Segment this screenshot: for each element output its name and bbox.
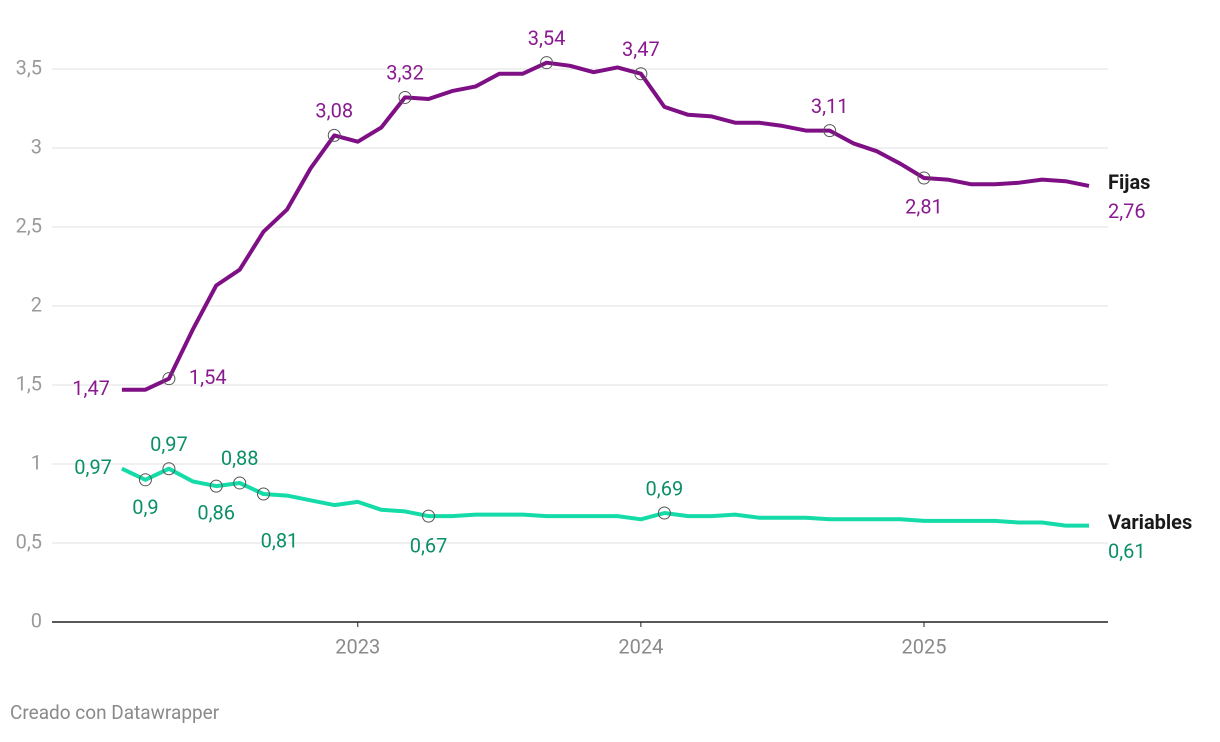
- data-label: 0,9: [132, 495, 158, 519]
- data-label: 0,97: [74, 455, 112, 479]
- point-marker: [398, 90, 412, 104]
- x-tick-label: 2025: [901, 634, 946, 658]
- data-label: 3,47: [622, 37, 660, 61]
- y-tick-label: 2: [31, 292, 42, 316]
- data-label: 3,54: [528, 26, 566, 50]
- point-marker: [657, 506, 671, 520]
- y-tick-label: 3: [31, 134, 42, 158]
- data-label: 2,76: [1108, 199, 1146, 223]
- series-name: Fijas: [1108, 170, 1150, 194]
- y-tick-label: 1: [31, 450, 42, 474]
- data-label: 0,67: [410, 533, 448, 557]
- point-marker: [138, 473, 152, 487]
- y-tick-label: 1,5: [16, 371, 42, 395]
- x-tick-label: 2024: [618, 634, 663, 658]
- y-tick-label: 3,5: [16, 55, 42, 79]
- y-tick-label: 0: [31, 608, 42, 632]
- point-marker: [634, 67, 648, 81]
- data-label: 0,69: [646, 476, 684, 500]
- data-label: 3,08: [315, 99, 353, 123]
- point-marker: [917, 171, 931, 185]
- y-tick-label: 0,5: [16, 529, 42, 553]
- data-label: 0,86: [197, 500, 235, 524]
- point-marker: [823, 124, 837, 138]
- data-label: 0,61: [1108, 539, 1146, 563]
- point-marker: [256, 487, 270, 501]
- data-label: 0,88: [221, 446, 259, 470]
- data-label: 1,54: [189, 365, 227, 389]
- data-label: 3,11: [811, 94, 849, 118]
- series-line: [121, 60, 1090, 392]
- point-marker: [540, 56, 554, 70]
- data-label: 3,32: [386, 61, 424, 85]
- data-label: 0,97: [150, 432, 188, 456]
- data-label: 2,81: [905, 194, 943, 218]
- point-marker: [422, 509, 436, 523]
- point-marker: [162, 462, 176, 476]
- x-tick-label: 2023: [335, 634, 380, 658]
- point-marker: [327, 128, 341, 142]
- series-line: [121, 466, 1089, 528]
- point-marker: [209, 479, 223, 493]
- series-name: Variables: [1108, 510, 1192, 534]
- point-marker: [233, 476, 247, 490]
- y-tick-label: 2,5: [16, 213, 42, 237]
- point-marker: [162, 372, 176, 386]
- data-label: 1,47: [72, 376, 110, 400]
- source-note: Creado con Datawrapper: [10, 701, 220, 724]
- data-label: 0,81: [261, 528, 299, 552]
